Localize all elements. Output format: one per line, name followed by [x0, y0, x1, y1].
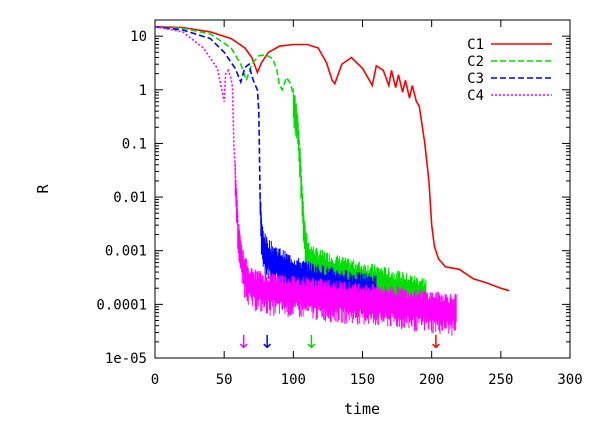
y-tick-label: 1e-05	[105, 351, 147, 367]
y-tick-label: 10	[130, 29, 147, 45]
noise-layer	[234, 88, 457, 336]
x-tick-label: 300	[557, 372, 582, 388]
x-axis-title: time	[344, 400, 380, 418]
y-tick-label: 0.0001	[96, 297, 147, 313]
legend-label-c2: C2	[467, 54, 484, 70]
down-arrow-icon: ↓	[428, 332, 443, 353]
y-tick-label: 0.001	[105, 244, 147, 260]
series-line-c1	[154, 25, 510, 292]
x-tick-label: 200	[419, 372, 444, 388]
x-tick-label: 50	[216, 372, 233, 388]
y-tick-label: 0.1	[122, 136, 147, 152]
axis-ticks	[154, 20, 571, 359]
down-arrow-icon: ↓	[236, 332, 251, 353]
y-axis-title: R	[34, 184, 52, 194]
y-tick-label: 1	[139, 83, 147, 99]
tick-labels: 0 50 100 150 200 250 300 10 1 0.1 0.01 0.001 0.0001 1…	[96, 29, 582, 388]
legend-label-c3: C3	[467, 71, 484, 87]
x-tick-label: 150	[350, 372, 375, 388]
x-tick-label: 0	[151, 372, 159, 388]
y-tick-label: 0.01	[113, 190, 147, 206]
series-line-c4	[154, 25, 457, 306]
legend-label-c1: C1	[467, 37, 484, 53]
down-arrow-icon: ↓	[260, 332, 275, 353]
series-line-c2	[154, 25, 427, 289]
x-tick-label: 250	[488, 372, 513, 388]
down-arrow-icon: ↓	[304, 332, 319, 353]
legend-label-c4: C4	[467, 88, 484, 104]
series-line-c3	[154, 25, 377, 286]
x-tick-label: 100	[281, 372, 306, 388]
series-lines	[154, 25, 510, 306]
noise-band-c4	[234, 162, 457, 336]
event-markers: ↓ ↓ ↓ ↓	[236, 332, 443, 353]
